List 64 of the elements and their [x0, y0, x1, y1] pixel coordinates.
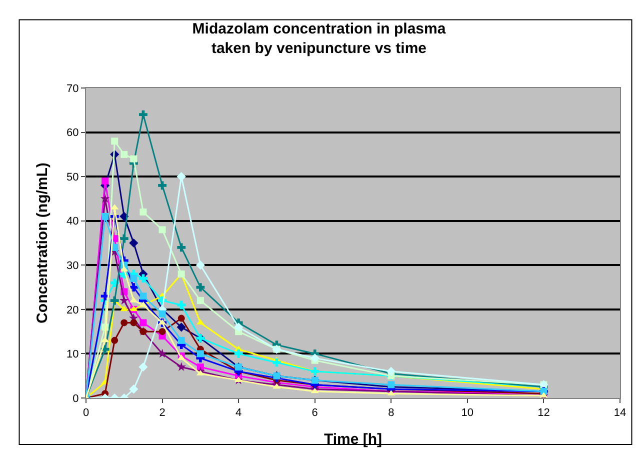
- point: [120, 319, 128, 326]
- point: [111, 336, 118, 344]
- point: [139, 274, 148, 283]
- y-tick-label: 60: [66, 127, 79, 140]
- point: [130, 155, 138, 162]
- point: [272, 358, 281, 367]
- point: [139, 110, 148, 119]
- x-tick-label: 8: [388, 407, 394, 420]
- x-tick-label: 6: [312, 407, 318, 420]
- point: [138, 362, 148, 372]
- y-tick-label: 50: [66, 171, 79, 184]
- chart-title: Midazolam concentration in plasma taken by venipuncture vs time: [192, 20, 446, 57]
- x-tick-label: 12: [538, 407, 550, 420]
- point: [176, 362, 186, 371]
- point: [120, 150, 128, 158]
- point: [100, 194, 110, 203]
- point: [158, 181, 166, 190]
- point: [234, 350, 243, 358]
- y-tick-label: 30: [66, 260, 79, 272]
- y-tick-label: 70: [66, 82, 79, 95]
- point: [129, 384, 138, 394]
- point: [140, 208, 147, 216]
- y-tick-label: 20: [66, 304, 79, 316]
- x-tick-label: 14: [614, 407, 626, 420]
- point: [130, 274, 138, 282]
- point: [310, 367, 320, 376]
- point: [196, 260, 205, 270]
- x-tick-label: 4: [236, 407, 242, 420]
- point: [120, 306, 128, 312]
- point: [102, 212, 109, 220]
- point: [196, 283, 205, 292]
- point: [176, 322, 186, 332]
- point: [119, 296, 129, 305]
- point: [177, 300, 186, 310]
- point: [386, 366, 396, 376]
- point: [140, 292, 147, 300]
- point: [310, 354, 320, 363]
- point: [196, 297, 204, 304]
- point: [310, 388, 319, 394]
- point: [140, 319, 147, 326]
- y-tick-label: 40: [66, 216, 79, 228]
- x-tick-label: 10: [461, 407, 474, 420]
- point: [129, 238, 138, 248]
- x-axis-title: Time [h]: [324, 431, 382, 448]
- y-tick-label: 0: [72, 392, 79, 405]
- point: [178, 336, 185, 344]
- point: [177, 243, 186, 252]
- point: [158, 310, 166, 318]
- point: [234, 322, 244, 332]
- point: [178, 314, 185, 322]
- point: [120, 234, 128, 243]
- point: [158, 348, 167, 358]
- point: [158, 328, 166, 336]
- y-axis-title: Concentration (ng/mL): [34, 162, 51, 324]
- x-tick-label: 0: [82, 407, 90, 420]
- point: [102, 178, 109, 184]
- point: [158, 226, 166, 234]
- x-tick-label: 2: [159, 407, 166, 420]
- y-tick-label: 10: [66, 348, 79, 361]
- point: [388, 381, 395, 388]
- point: [111, 138, 118, 145]
- point: [130, 319, 138, 326]
- point: [101, 336, 110, 342]
- point: [196, 350, 204, 358]
